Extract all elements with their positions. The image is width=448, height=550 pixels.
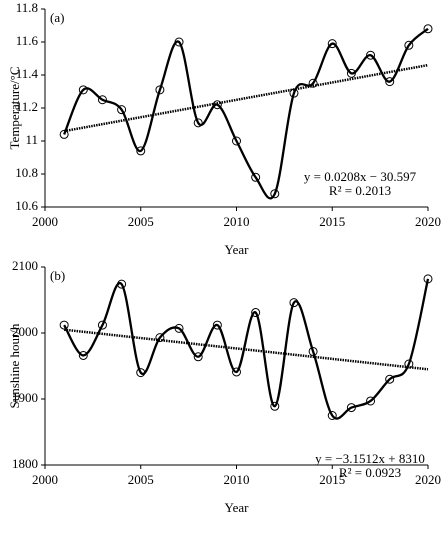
data-line — [63, 278, 430, 420]
data-point — [155, 85, 165, 95]
data-point — [270, 189, 280, 199]
y-tick-label: 1900 — [12, 390, 38, 405]
data-point — [232, 367, 241, 377]
data-point — [366, 396, 376, 406]
data-point — [404, 359, 414, 369]
data-point — [97, 320, 107, 330]
data-point — [327, 411, 337, 420]
equation-annotation: R² = 0.0923 — [339, 465, 401, 480]
y-tick-label: 10.8 — [15, 165, 38, 180]
data-point — [327, 39, 337, 49]
data-point — [193, 352, 203, 362]
data-point — [366, 50, 376, 60]
data-point — [174, 323, 184, 333]
data-point — [270, 401, 280, 411]
y-tick-label: 11.6 — [16, 33, 39, 48]
data-point — [212, 100, 222, 110]
data-point — [232, 136, 241, 146]
data-point — [289, 298, 299, 308]
data-point — [251, 308, 261, 318]
data-point — [346, 68, 356, 78]
x-tick-label: 2000 — [32, 472, 58, 487]
x-tick-label: 2010 — [224, 472, 250, 487]
y-tick-label: 2100 — [12, 258, 38, 273]
x-tick-label: 2015 — [319, 472, 345, 487]
data-point — [59, 129, 69, 139]
y-tick-label: 11.2 — [16, 99, 38, 114]
data-point — [78, 350, 88, 360]
equation-annotation: R² = 0.2013 — [329, 183, 391, 198]
panel-label: (a) — [50, 10, 64, 25]
data-point — [117, 279, 127, 289]
x-tick-label: 2005 — [128, 472, 154, 487]
y-axis-label: Sunshine hour/h — [7, 323, 22, 408]
trend-line — [64, 328, 429, 371]
y-tick-label: 11 — [25, 132, 38, 147]
data-point — [212, 320, 222, 330]
data-point — [385, 77, 395, 87]
data-point — [308, 78, 318, 88]
x-axis-label: Year — [225, 242, 250, 257]
data-point — [117, 105, 127, 115]
data-point — [346, 403, 356, 413]
data-point — [136, 368, 146, 378]
data-point — [404, 40, 414, 50]
data-point — [78, 85, 88, 95]
data-point — [289, 88, 299, 98]
data-point — [308, 346, 318, 356]
y-tick-label: 11.4 — [16, 66, 39, 81]
x-tick-label: 2000 — [32, 214, 58, 229]
x-tick-label: 2020 — [415, 472, 441, 487]
equation-annotation: y = −3.1512x + 8310 — [315, 451, 425, 466]
y-axis-label: Temperature/°C — [7, 67, 22, 150]
data-point — [423, 274, 433, 284]
equation-annotation: y = 0.0208x − 30.597 — [304, 169, 417, 184]
y-tick-label: 2000 — [12, 324, 38, 339]
data-point — [423, 24, 433, 34]
data-point — [59, 320, 69, 330]
data-point — [193, 118, 203, 128]
data-point — [174, 37, 184, 47]
x-tick-label: 2015 — [319, 214, 345, 229]
y-tick-label: 1800 — [12, 456, 38, 471]
y-tick-label: 11.8 — [16, 0, 38, 15]
x-tick-label: 2010 — [224, 214, 250, 229]
data-point — [97, 95, 107, 105]
data-point — [251, 172, 261, 182]
x-tick-label: 2020 — [415, 214, 441, 229]
data-point — [385, 374, 395, 384]
x-tick-label: 2005 — [128, 214, 154, 229]
trend-line — [63, 63, 429, 133]
x-axis-label: Year — [225, 500, 250, 515]
y-tick-label: 10.6 — [15, 198, 38, 213]
data-point — [155, 333, 165, 343]
panel-label: (b) — [50, 268, 65, 283]
data-point — [136, 146, 146, 156]
